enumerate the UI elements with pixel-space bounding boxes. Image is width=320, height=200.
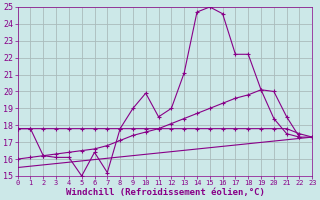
X-axis label: Windchill (Refroidissement éolien,°C): Windchill (Refroidissement éolien,°C) [66,188,264,197]
